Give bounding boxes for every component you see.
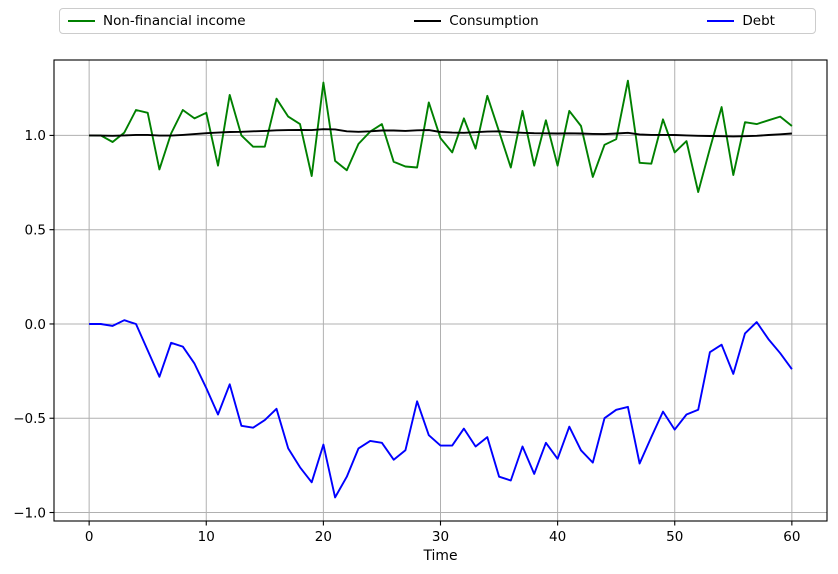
grid-layer <box>54 60 827 521</box>
y-tick-label: 1.0 <box>25 128 46 144</box>
legend-label-consumption: Consumption <box>449 13 539 29</box>
x-tick-label: 50 <box>666 529 683 545</box>
series-line-non-financial-income <box>89 79 793 193</box>
legend: Non-financial income Consumption Debt <box>59 8 816 34</box>
x-tick-label: 20 <box>315 529 332 545</box>
legend-label-debt: Debt <box>742 13 775 29</box>
legend-label-non-financial-income: Non-financial income <box>103 13 246 29</box>
x-tick-label: 60 <box>783 529 800 545</box>
x-tick-label: 30 <box>432 529 449 545</box>
legend-item-consumption: Consumption <box>414 13 539 29</box>
x-tick-label: 10 <box>198 529 215 545</box>
x-tick-label: 0 <box>85 529 94 545</box>
y-tick-label: 0.0 <box>25 317 46 333</box>
series-line-consumption <box>89 128 792 138</box>
axes-layer: 0 10 20 30 40 50 60 −1.0 −0.5 0.0 0.5 1.0 <box>13 59 828 545</box>
y-tick-label: 0.5 <box>25 222 46 238</box>
x-tick-label: 40 <box>549 529 566 545</box>
legend-item-non-financial-income: Non-financial income <box>68 13 246 29</box>
legend-item-debt: Debt <box>707 13 775 29</box>
y-tick-label: −1.0 <box>13 505 46 521</box>
series-layer <box>89 79 793 499</box>
y-tick-label: −0.5 <box>13 411 46 427</box>
x-axis-title: Time <box>423 548 458 564</box>
legend-line-sample-green <box>68 19 95 23</box>
series-line-debt <box>89 319 793 499</box>
legend-line-sample-black <box>414 19 442 23</box>
legend-line-sample-blue <box>707 19 735 23</box>
